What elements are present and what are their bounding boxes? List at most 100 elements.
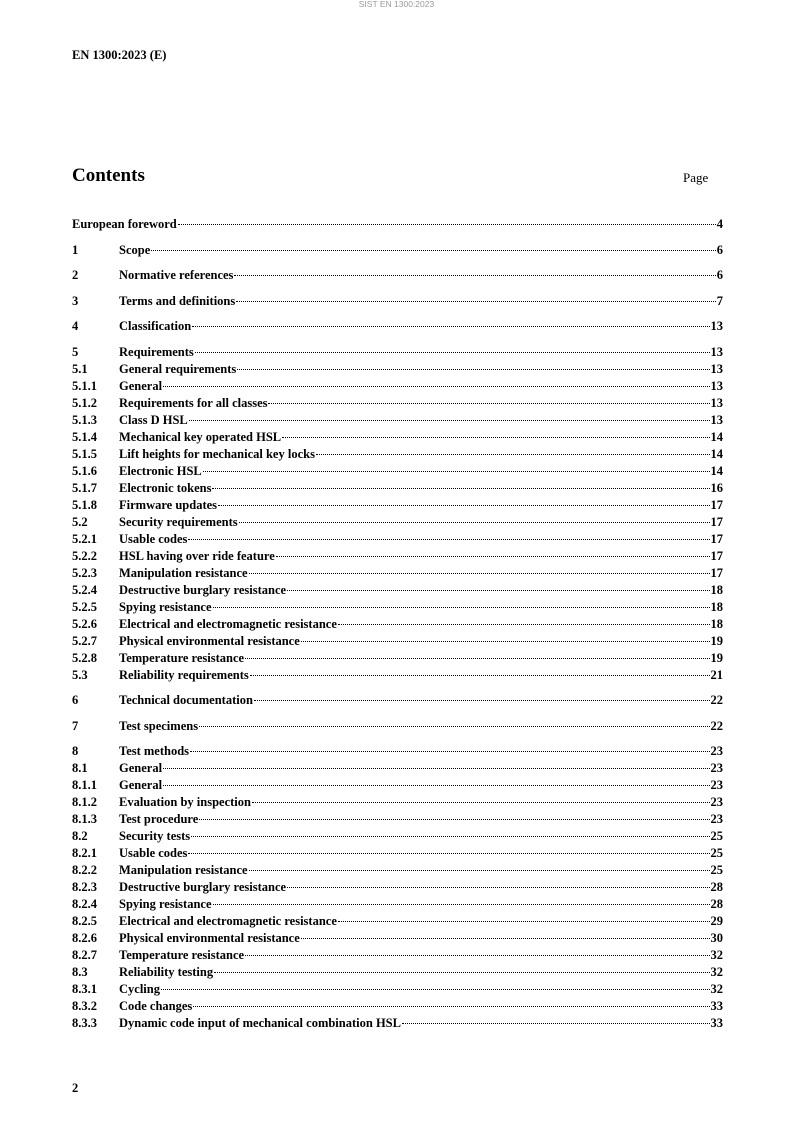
toc-entry[interactable]: 8.2.4 Spying resistance 28 [72,896,723,913]
toc-entry[interactable]: 5.1.3 Class D HSL 13 [72,412,723,429]
toc-entry[interactable]: 5.1.1 General 13 [72,378,723,395]
toc-entry-page: 17 [710,548,724,563]
toc-entry-number: 8.2.6 [72,931,97,945]
toc-entry-number: 8.2.2 [72,863,97,877]
toc-entry-page: 33 [710,1016,724,1030]
toc-entry-page: 17 [710,565,724,580]
dot-leader [401,1023,710,1024]
dot-leader [337,623,710,625]
toc-entry[interactable]: European foreword 4 [72,216,723,233]
toc-entry-title: Destructive burglary resistance [119,582,287,597]
toc-entry[interactable]: 8.2.7 Temperature resistance 32 [72,947,723,964]
toc-entry[interactable]: 5.3 Reliability requirements 21 [72,667,723,684]
toc-entry-page: 23 [710,761,724,775]
dot-leader [194,351,710,353]
dot-leader [248,572,710,574]
toc-entry-page: 13 [710,412,724,427]
toc-entry[interactable]: 5.1.8 Firmware updates 17 [72,497,723,514]
toc-entry-page: 32 [710,982,724,996]
toc-entry[interactable]: 8.1.2 Evaluation by inspection 23 [72,794,723,811]
dot-leader [212,904,710,905]
dot-leader [192,326,710,327]
page-column-label: Page [683,170,709,185]
toc-entry-number: 5.1.1 [72,378,97,393]
toc-entry-number: 8.2 [72,829,88,843]
dot-leader [202,470,710,472]
toc-entry[interactable]: 1 Scope 6 [72,242,723,259]
toc-entry-title: Test specimens [119,718,199,733]
toc-entry[interactable]: 8.2.2 Manipulation resistance 25 [72,862,723,879]
toc-entry[interactable]: 4 Classification 13 [72,318,723,335]
toc-entry-title: General requirements [119,361,237,376]
toc-entry[interactable]: 3 Terms and definitions 7 [72,293,723,310]
toc-entry[interactable]: 8.1 General 23 [72,760,723,777]
toc-entry[interactable]: 5.1.7 Electronic tokens 16 [72,480,723,497]
toc-entry[interactable]: 8.1.3 Test procedure 23 [72,811,723,828]
toc-entry[interactable]: 8.2.6 Physical environmental resistance 30 [72,930,723,947]
toc-entry-page: 23 [710,778,724,792]
toc-entry[interactable]: 8.3.3 Dynamic code input of mechanical co… [72,1015,723,1032]
toc-entry[interactable]: 5.2.1 Usable codes 17 [72,531,723,548]
toc-entry-title: Scope [119,242,151,257]
toc-entry[interactable]: 5.2.6 Electrical and electromagnetic resi… [72,616,723,633]
toc-entry[interactable]: 5.1.6 Electronic HSL 14 [72,463,723,480]
toc-entry-page: 33 [710,999,724,1013]
toc-entry[interactable]: 8.3.2 Code changes 33 [72,998,723,1015]
toc-entry[interactable]: 5.2.8 Temperature resistance 19 [72,650,723,667]
toc-entry[interactable]: 5.2.5 Spying resistance 18 [72,599,723,616]
toc-entry-page: 32 [710,948,724,962]
toc-entry-number: 1 [72,242,79,257]
dot-leader [177,224,716,225]
toc-entry-number: 5.2.8 [72,650,97,665]
toc-entry[interactable]: 5.1.2 Requirements for all classes 13 [72,395,723,412]
toc-entry-number: 6 [72,693,79,707]
toc-entry[interactable]: 7 Test specimens 22 [72,718,723,735]
toc-entry-title: Requirements [119,344,194,359]
dot-leader [214,972,710,973]
toc-entry-title: Usable codes [119,846,188,860]
toc-entry-page: 28 [710,880,724,894]
toc-entry-page: 22 [710,693,724,707]
toc-entry-number: 5.1.7 [72,480,97,495]
toc-entry[interactable]: 5.2.2 HSL having over ride feature 17 [72,548,723,565]
dot-leader [163,785,710,786]
toc-entry-number: 3 [72,293,79,308]
toc-entry-number: 5.2.6 [72,616,97,631]
toc-entry[interactable]: 5.1.5 Lift heights for mechanical key loc… [72,446,723,463]
toc-entry-number: 8.3.3 [72,1016,97,1030]
toc-entry-title: Cycling [119,982,160,996]
dot-leader [234,275,716,276]
toc-entry-title: Destructive burglary resistance [119,880,287,894]
toc-entry-page: 13 [710,319,724,333]
toc-entry[interactable]: 8.3 Reliability testing 32 [72,964,723,981]
toc-entry[interactable]: 8.1.1 General 23 [72,777,723,794]
toc-entry[interactable]: 5 Requirements 13 [72,344,723,361]
toc-entry-page: 16 [710,480,724,495]
toc-entry-number: 8.1.3 [72,812,97,826]
dot-leader [236,300,716,302]
toc-entry-title: General [119,778,163,792]
toc-entry[interactable]: 5.2.7 Physical environmental resistance 19 [72,633,723,650]
toc-entry[interactable]: 5.2.3 Manipulation resistance 17 [72,565,723,582]
toc-entry[interactable]: 8 Test methods 23 [72,743,723,760]
toc-entry[interactable]: 8.2.1 Usable codes 25 [72,845,723,862]
toc-entry[interactable]: 6 Technical documentation 22 [72,692,723,709]
toc-entry-title: Spying resistance [119,897,212,911]
toc-entry-page: 17 [710,514,724,529]
toc-entry-number: 5.1.5 [72,446,97,461]
toc-entry-title: Requirements for all classes [119,395,268,410]
toc-entry-title: Spying resistance [119,599,212,614]
toc-entry[interactable]: 5.1 General requirements 13 [72,361,723,378]
toc-entry[interactable]: 8.2.3 Destructive burglary resistance 28 [72,879,723,896]
toc-entry[interactable]: 8.2.5 Electrical and electromagnetic resi… [72,913,723,930]
toc-entry-title: Electrical and electromagnetic resistanc… [119,616,337,631]
dot-leader [199,819,710,820]
toc-entry[interactable]: 2 Normative references 6 [72,267,723,284]
toc-entry-title: Classification [119,319,192,333]
toc-entry[interactable]: 8.2 Security tests 25 [72,828,723,845]
toc-entry[interactable]: 5.1.4 Mechanical key operated HSL 14 [72,429,723,446]
toc-entry[interactable]: 5.2 Security requirements 17 [72,514,723,531]
toc-entry[interactable]: 8.3.1 Cycling 32 [72,981,723,998]
toc-entry[interactable]: 5.2.4 Destructive burglary resistance 18 [72,582,723,599]
dot-leader [163,768,710,769]
